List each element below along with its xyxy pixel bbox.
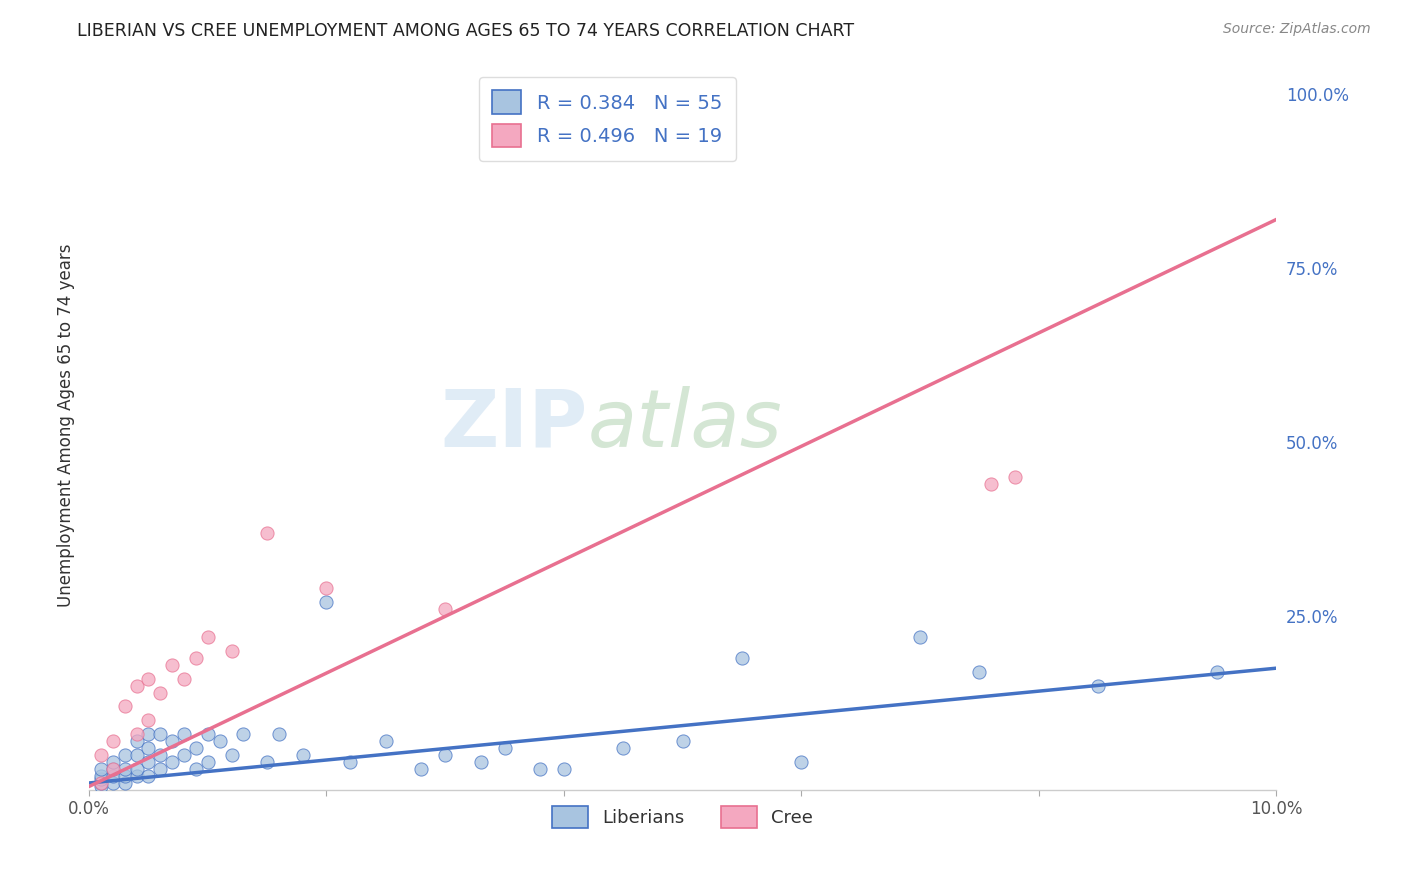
- Point: [232, 727, 254, 741]
- Point: [114, 748, 136, 763]
- Point: [138, 741, 160, 756]
- Text: LIBERIAN VS CREE UNEMPLOYMENT AMONG AGES 65 TO 74 YEARS CORRELATION CHART: LIBERIAN VS CREE UNEMPLOYMENT AMONG AGES…: [77, 22, 855, 40]
- Point: [125, 748, 148, 763]
- Point: [125, 727, 148, 741]
- Text: Source: ZipAtlas.com: Source: ZipAtlas.com: [1223, 22, 1371, 37]
- Point: [1004, 470, 1026, 484]
- Point: [173, 748, 195, 763]
- Point: [267, 727, 290, 741]
- Point: [256, 755, 278, 769]
- Point: [208, 734, 231, 748]
- Point: [138, 672, 160, 686]
- Point: [790, 755, 813, 769]
- Point: [505, 87, 527, 102]
- Point: [101, 769, 124, 783]
- Point: [221, 644, 243, 658]
- Point: [149, 748, 172, 763]
- Point: [138, 755, 160, 769]
- Point: [908, 630, 931, 644]
- Point: [221, 748, 243, 763]
- Point: [101, 762, 124, 776]
- Point: [160, 755, 183, 769]
- Point: [671, 734, 693, 748]
- Point: [114, 769, 136, 783]
- Point: [612, 741, 634, 756]
- Point: [173, 672, 195, 686]
- Point: [315, 581, 337, 595]
- Point: [125, 679, 148, 693]
- Point: [90, 776, 112, 790]
- Point: [434, 602, 457, 616]
- Point: [125, 734, 148, 748]
- Point: [90, 776, 112, 790]
- Point: [256, 525, 278, 540]
- Point: [125, 762, 148, 776]
- Point: [494, 741, 516, 756]
- Point: [731, 650, 754, 665]
- Legend: Liberians, Cree: Liberians, Cree: [544, 799, 821, 836]
- Point: [160, 657, 183, 672]
- Point: [114, 762, 136, 776]
- Point: [149, 727, 172, 741]
- Point: [101, 776, 124, 790]
- Point: [90, 748, 112, 763]
- Point: [197, 630, 219, 644]
- Point: [315, 595, 337, 609]
- Point: [374, 734, 396, 748]
- Point: [339, 755, 361, 769]
- Point: [90, 762, 112, 776]
- Point: [149, 685, 172, 699]
- Y-axis label: Unemployment Among Ages 65 to 74 years: Unemployment Among Ages 65 to 74 years: [58, 243, 75, 607]
- Point: [291, 748, 314, 763]
- Point: [184, 741, 207, 756]
- Point: [90, 769, 112, 783]
- Point: [160, 734, 183, 748]
- Point: [529, 762, 551, 776]
- Point: [114, 699, 136, 714]
- Point: [184, 762, 207, 776]
- Point: [90, 772, 112, 787]
- Point: [125, 769, 148, 783]
- Point: [138, 727, 160, 741]
- Text: ZIP: ZIP: [440, 385, 588, 464]
- Point: [138, 714, 160, 728]
- Point: [197, 727, 219, 741]
- Point: [101, 762, 124, 776]
- Point: [434, 748, 457, 763]
- Point: [101, 755, 124, 769]
- Point: [138, 769, 160, 783]
- Point: [1087, 679, 1109, 693]
- Point: [173, 727, 195, 741]
- Point: [90, 780, 112, 794]
- Point: [411, 762, 433, 776]
- Point: [184, 650, 207, 665]
- Point: [553, 762, 575, 776]
- Point: [114, 776, 136, 790]
- Point: [149, 762, 172, 776]
- Point: [197, 755, 219, 769]
- Point: [969, 665, 991, 679]
- Point: [980, 476, 1002, 491]
- Text: atlas: atlas: [588, 385, 782, 464]
- Point: [101, 734, 124, 748]
- Point: [470, 755, 492, 769]
- Point: [1205, 665, 1227, 679]
